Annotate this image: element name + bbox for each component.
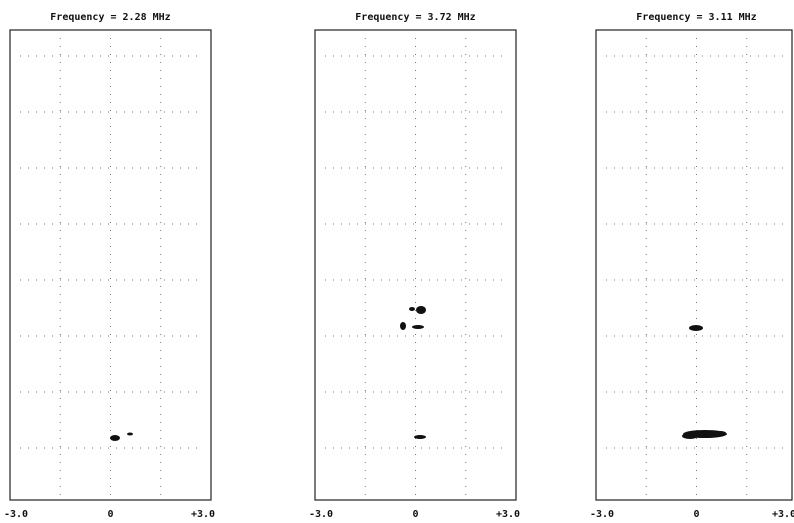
echo-blob — [682, 433, 698, 439]
panel-title: Frequency = 2.28 MHz — [50, 12, 170, 23]
x-label: 0 — [107, 509, 113, 520]
panel-title: Frequency = 3.11 MHz — [636, 12, 756, 23]
panel: Frequency = 3.11 MHz -3.0 0 +3.0 — [590, 12, 794, 520]
echo-blob — [409, 307, 415, 311]
echo-blob — [412, 325, 424, 329]
echo-blob — [400, 322, 406, 330]
x-label: +3.0 — [496, 509, 520, 520]
echo-blob — [110, 435, 120, 441]
x-label: -3.0 — [309, 509, 333, 520]
x-label: 0 — [412, 509, 418, 520]
x-label: +3.0 — [191, 509, 215, 520]
echo-blob — [127, 432, 133, 436]
x-label: 0 — [693, 509, 699, 520]
panel: Frequency = 2.28 MHz -3.0 0 +3.0 — [4, 12, 215, 520]
panel-title: Frequency = 3.72 MHz — [355, 12, 475, 23]
panel-frame — [9, 29, 212, 501]
x-label: -3.0 — [4, 509, 28, 520]
panel-frame — [595, 29, 793, 501]
x-label: +3.0 — [772, 509, 794, 520]
x-label: -3.0 — [590, 509, 614, 520]
echo-blob — [689, 325, 703, 331]
panel-frame — [314, 29, 517, 501]
panel: Frequency = 3.72 MHz -3.0 0 +3.0 — [309, 12, 520, 520]
echo-blob — [714, 431, 726, 435]
echo-blob — [414, 435, 426, 439]
echo-blob — [416, 306, 426, 314]
